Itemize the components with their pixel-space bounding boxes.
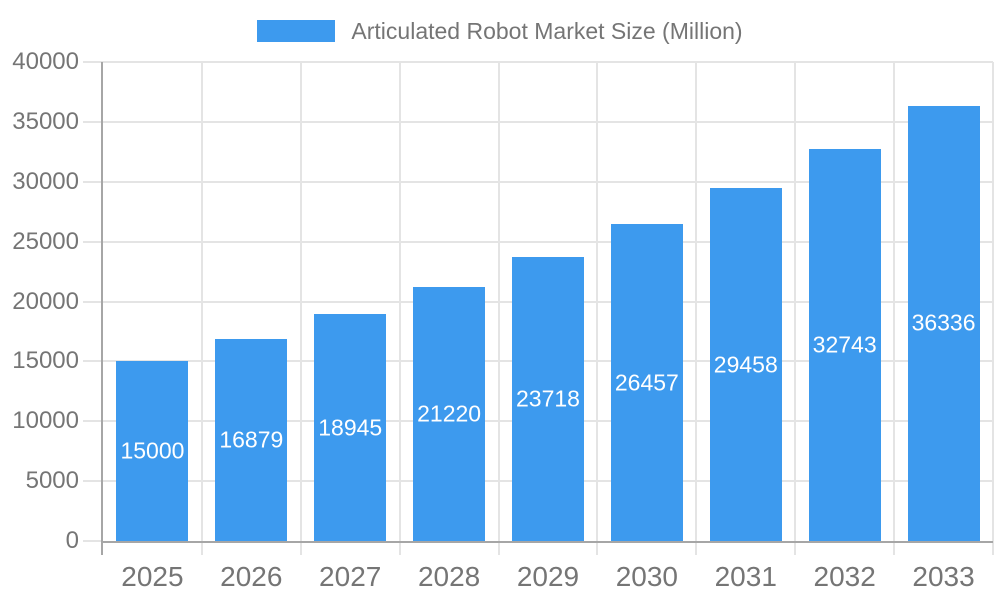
- x-axis-label: 2027: [319, 561, 382, 592]
- gridline-vertical: [596, 62, 599, 541]
- bar-value-label: 29458: [713, 351, 778, 378]
- y-axis-label: 10000: [12, 407, 79, 435]
- x-axis-label: 2029: [516, 561, 580, 592]
- gridline-horizontal: [103, 120, 993, 123]
- legend: Articulated Robot Market Size (Million): [0, 18, 1000, 44]
- x-axis-tick: [794, 541, 797, 555]
- x-axis-tick: [596, 541, 599, 555]
- y-axis-label: 20000: [12, 287, 79, 315]
- x-axis-tick: [200, 541, 203, 555]
- y-axis-label: 40000: [12, 48, 79, 75]
- gridline-vertical: [497, 62, 500, 541]
- gridline-vertical: [992, 62, 994, 541]
- gridline-vertical: [299, 62, 302, 541]
- x-axis-label: 2033: [912, 561, 975, 592]
- bar: [116, 361, 189, 541]
- x-axis-tick: [497, 541, 500, 555]
- y-axis-tick: [83, 420, 103, 423]
- bar: [907, 105, 980, 541]
- y-axis-tick: [83, 480, 103, 483]
- x-axis-label: 2025: [121, 561, 184, 592]
- gridline-vertical: [398, 62, 401, 541]
- y-axis-label: 25000: [12, 227, 79, 255]
- gridline-horizontal: [103, 61, 993, 63]
- y-axis-tick: [83, 120, 103, 123]
- y-axis-label: 0: [65, 527, 79, 554]
- y-axis-label: 15000: [12, 347, 79, 375]
- bar-value-label: 32743: [812, 331, 877, 358]
- gridline-vertical: [695, 62, 698, 541]
- bar: [413, 286, 486, 541]
- bar-value-label: 18945: [318, 414, 383, 441]
- plot-area: 15000 16879 18945 21220 23718 26457 29458 32743…: [83, 61, 994, 555]
- gridline-vertical: [893, 62, 896, 541]
- x-axis-label: 2030: [615, 561, 679, 592]
- bar-value-label: 15000: [120, 437, 185, 464]
- bar: [215, 338, 288, 541]
- gridline-vertical: [794, 62, 797, 541]
- x-axis-label: 2028: [417, 561, 481, 592]
- legend-swatch: [257, 20, 336, 42]
- legend-label: Articulated Robot Market Size (Million): [351, 18, 743, 44]
- x-axis-label: 2031: [714, 561, 777, 592]
- y-axis-tick: [83, 360, 103, 363]
- bar: [610, 224, 683, 541]
- y-axis-tick: [83, 540, 103, 542]
- bar: [314, 314, 387, 541]
- x-axis-label: 2032: [813, 561, 876, 592]
- bar: [512, 256, 584, 541]
- bar: [808, 148, 881, 541]
- x-axis-line: [103, 541, 993, 543]
- bar-value-label: 21220: [417, 400, 482, 427]
- x-axis-tick: [695, 541, 698, 555]
- y-axis-tick: [83, 180, 103, 183]
- gridline-horizontal: [103, 180, 993, 183]
- gridline-horizontal: [103, 240, 993, 243]
- y-axis-tick: [83, 240, 103, 243]
- bar-value-label: 26457: [614, 369, 679, 396]
- y-axis-tick: [83, 300, 103, 303]
- y-axis-label: 30000: [12, 167, 79, 195]
- x-axis-tick: [299, 541, 302, 555]
- x-axis-tick: [893, 541, 896, 555]
- x-axis-tick: [992, 541, 994, 555]
- bar-value-label: 36336: [911, 309, 976, 336]
- bar-value-label: 16879: [219, 426, 284, 453]
- y-axis-label: 35000: [12, 107, 79, 135]
- x-axis-label: 2026: [220, 561, 283, 592]
- x-axis-tick: [398, 541, 401, 555]
- y-axis-label: 5000: [25, 467, 79, 495]
- bar-value-label: 23718: [516, 385, 580, 412]
- gridline-vertical: [200, 62, 203, 541]
- bar: [709, 188, 782, 541]
- y-axis-line: [101, 62, 103, 555]
- y-axis-tick: [83, 61, 103, 63]
